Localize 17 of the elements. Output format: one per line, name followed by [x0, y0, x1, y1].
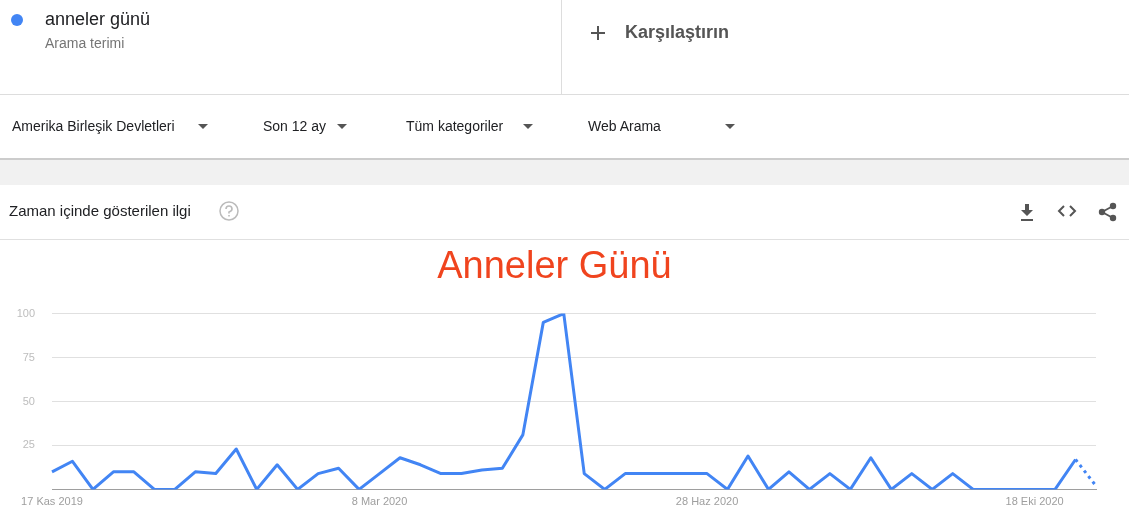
y-tick-label: 100 [16, 306, 35, 319]
x-tick-label: 18 Eki 2020 [1005, 495, 1064, 508]
x-tick-label: 17 Kas 2019 [21, 495, 83, 508]
x-tick-label: 8 Mar 2020 [351, 495, 408, 508]
chart-title: Anneler Günü [436, 244, 673, 287]
text: anneler günü [45, 9, 151, 30]
y-tick-label: 75 [22, 350, 35, 363]
y-tick-label: 50 [22, 394, 35, 407]
text: Son 12 ay [263, 118, 327, 134]
text: Zaman içinde gösterilen ilgi [9, 202, 191, 219]
x-tick-label: 28 Haz 2020 [675, 495, 739, 508]
text: Web Arama [588, 118, 661, 134]
text: Amerika Birleşik Devletleri [12, 118, 175, 134]
text: Arama terimi [45, 35, 125, 51]
text: Karşılaştırın [625, 22, 730, 43]
y-tick-label: 25 [22, 438, 35, 451]
text: Tüm kategoriler [406, 118, 504, 134]
